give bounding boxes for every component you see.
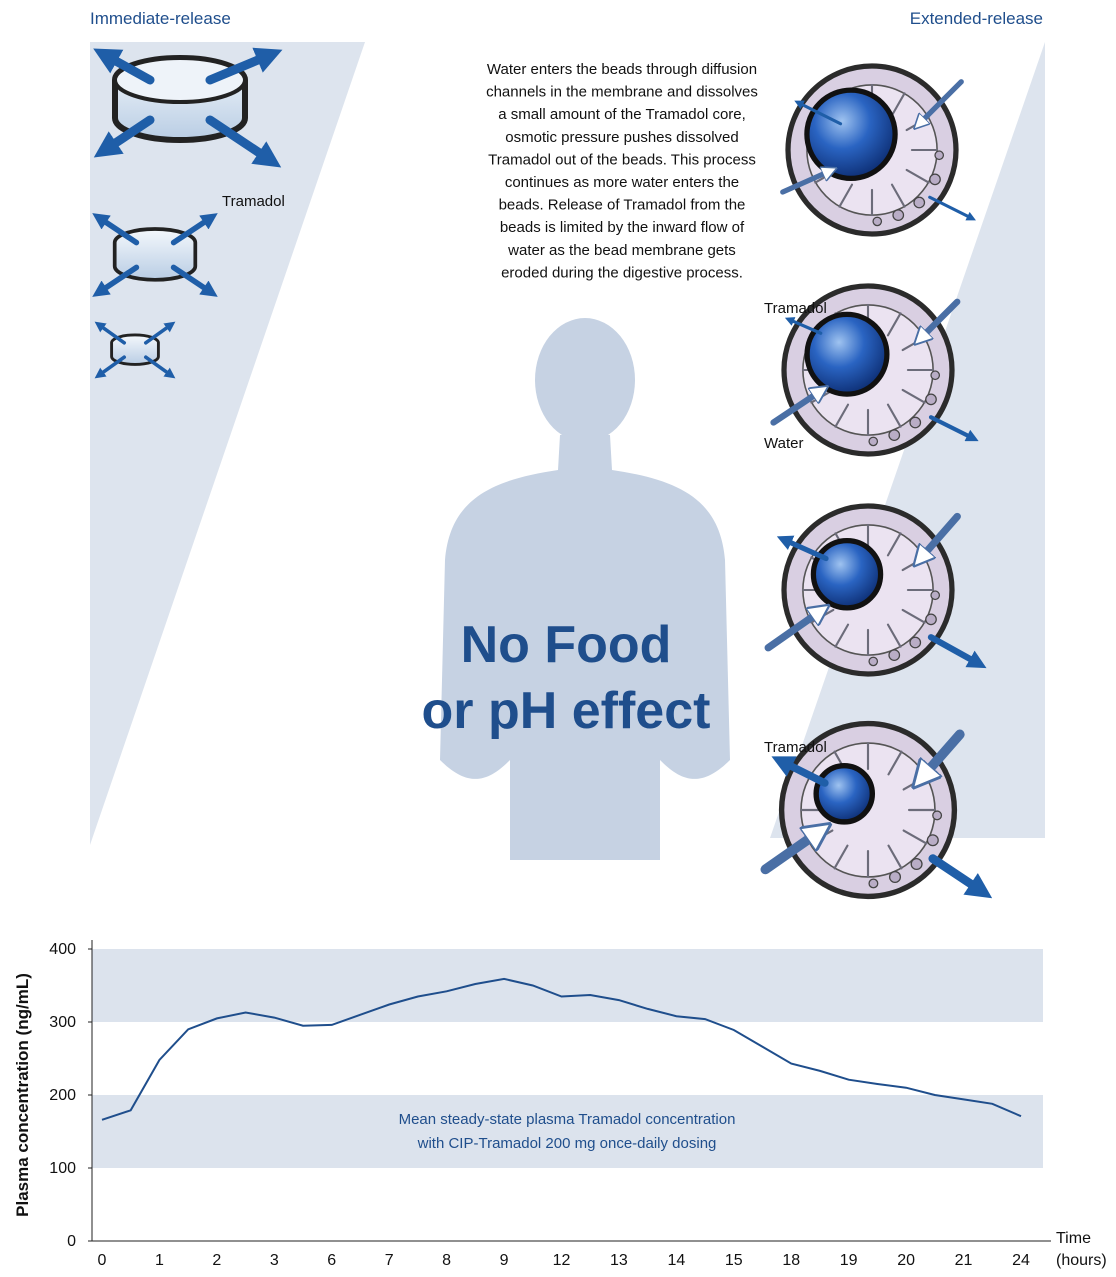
description: Water enters the beads through diffusion… xyxy=(486,61,758,281)
x-tick-label: 20 xyxy=(897,1252,915,1269)
left-panel xyxy=(90,42,365,845)
x-tick-label: 6 xyxy=(327,1252,336,1269)
x-tick-label: 8 xyxy=(442,1252,451,1269)
description-line: osmotic pressure pushes dissolved xyxy=(505,129,738,146)
description-line: eroded during the digestive process. xyxy=(501,264,743,281)
description-line: a small amount of the Tramadol core, xyxy=(498,106,746,123)
tablet-label: Tramadol xyxy=(222,193,285,210)
x-tick-label: 15 xyxy=(725,1252,743,1269)
y-tick-label: 200 xyxy=(49,1087,76,1104)
right-title: Extended-release xyxy=(910,9,1043,28)
description-line: continues as more water enters the xyxy=(505,174,739,191)
annotation: with CIP-Tramadol 200 mg once-daily dosi… xyxy=(417,1135,717,1152)
headline: or pH effect xyxy=(422,682,711,740)
tablets xyxy=(92,47,283,379)
x-tick-label: 14 xyxy=(667,1252,685,1269)
description-line: water as the bead membrane gets xyxy=(507,242,736,259)
x-tick-label: 21 xyxy=(955,1252,973,1269)
description-line: beads. Release of Tramadol from the xyxy=(499,197,746,214)
bead-label: Tramadol xyxy=(764,739,827,756)
headline: No Food xyxy=(461,616,672,674)
x-tick-label: 12 xyxy=(553,1252,571,1269)
chart: Mean steady-state plasma Tramadol concen… xyxy=(13,940,1107,1269)
x-tick-label: 18 xyxy=(782,1252,800,1269)
description-line: channels in the membrane and dissolves xyxy=(486,84,758,101)
x-tick-label: 9 xyxy=(500,1252,509,1269)
x-tick-label: 2 xyxy=(212,1252,221,1269)
beads xyxy=(760,66,993,896)
x-tick-label: 0 xyxy=(98,1252,107,1269)
annotation: Mean steady-state plasma Tramadol concen… xyxy=(399,1111,736,1128)
band xyxy=(92,1095,1043,1168)
x-tick-label: 13 xyxy=(610,1252,628,1269)
x-axis-label: (hours) xyxy=(1056,1252,1107,1269)
bead-label: Water xyxy=(764,435,803,452)
silhouette xyxy=(440,318,730,860)
x-axis-label: Time xyxy=(1056,1230,1091,1247)
x-tick-label: 1 xyxy=(155,1252,164,1269)
y-tick-label: 0 xyxy=(67,1233,76,1250)
x-tick-label: 19 xyxy=(840,1252,858,1269)
y-tick-label: 300 xyxy=(49,1014,76,1031)
y-axis-label: Plasma concentration (ng/mL) xyxy=(13,973,32,1217)
y-tick-label: 100 xyxy=(49,1160,76,1177)
bead-label: Tramadol xyxy=(764,300,827,317)
x-tick-label: 3 xyxy=(270,1252,279,1269)
x-tick-label: 24 xyxy=(1012,1252,1030,1269)
band xyxy=(92,949,1043,1022)
description-line: Water enters the beads through diffusion xyxy=(487,61,757,78)
x-tick-label: 7 xyxy=(385,1252,394,1269)
description-line: Tramadol out of the beads. This process xyxy=(488,151,756,168)
y-tick-label: 400 xyxy=(49,941,76,958)
left-title: Immediate-release xyxy=(90,9,231,28)
line xyxy=(101,977,1022,1121)
description-line: beads is limited by the inward flow of xyxy=(500,219,745,236)
